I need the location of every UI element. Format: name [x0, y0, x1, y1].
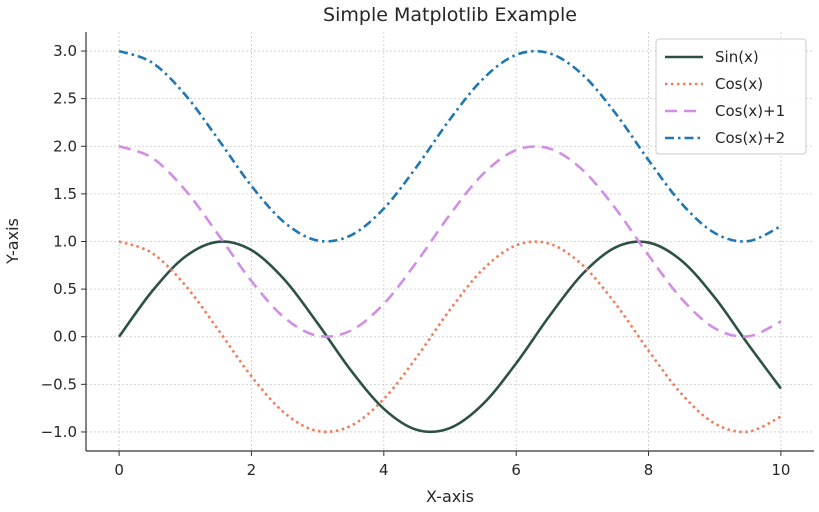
series: [118, 49, 782, 434]
x-tick-label: 0: [114, 461, 124, 479]
series-line-cos-x: [118, 240, 782, 434]
y-tick-label: 2.0: [53, 137, 77, 155]
legend-box: [655, 38, 807, 155]
legend-label-sin-x: Sin(x): [715, 48, 759, 66]
series-line-cos-x-1: [118, 145, 782, 338]
y-tick-label: 0.0: [53, 328, 77, 346]
y-tick-label: −0.5: [41, 375, 77, 393]
ticks: 0 2 4 6 8 10 −1.0 −0.5 0.0 0.5 1.0 1.5 2.0 2.5 3.0: [41, 42, 791, 479]
y-tick-label: 1.5: [53, 185, 77, 203]
x-axis-label: X-axis: [426, 487, 474, 506]
y-axis-label: Y-axis: [3, 218, 22, 265]
legend-label-cos-x: Cos(x): [715, 75, 763, 93]
y-tick-label: 0.5: [53, 280, 77, 298]
legend-label-cos-x-2: Cos(x)+2: [715, 129, 785, 147]
y-tick-label: −1.0: [41, 423, 77, 441]
series-line-cos-x-2: [118, 49, 782, 243]
legend: Sin(x) Cos(x) Cos(x)+1 Cos(x)+2: [655, 38, 807, 155]
x-tick-label: 10: [771, 461, 790, 479]
x-tick-label: 4: [379, 461, 389, 479]
legend-label-cos-x-1: Cos(x)+1: [715, 102, 785, 120]
chart-title: Simple Matplotlib Example: [323, 4, 577, 26]
x-tick-label: 6: [511, 461, 521, 479]
y-tick-label: 2.5: [53, 90, 77, 108]
y-tick-label: 1.0: [53, 233, 77, 251]
x-tick-label: 2: [247, 461, 257, 479]
series-line-sin-x: [118, 240, 782, 434]
x-tick-label: 8: [644, 461, 654, 479]
y-tick-label: 3.0: [53, 42, 77, 60]
